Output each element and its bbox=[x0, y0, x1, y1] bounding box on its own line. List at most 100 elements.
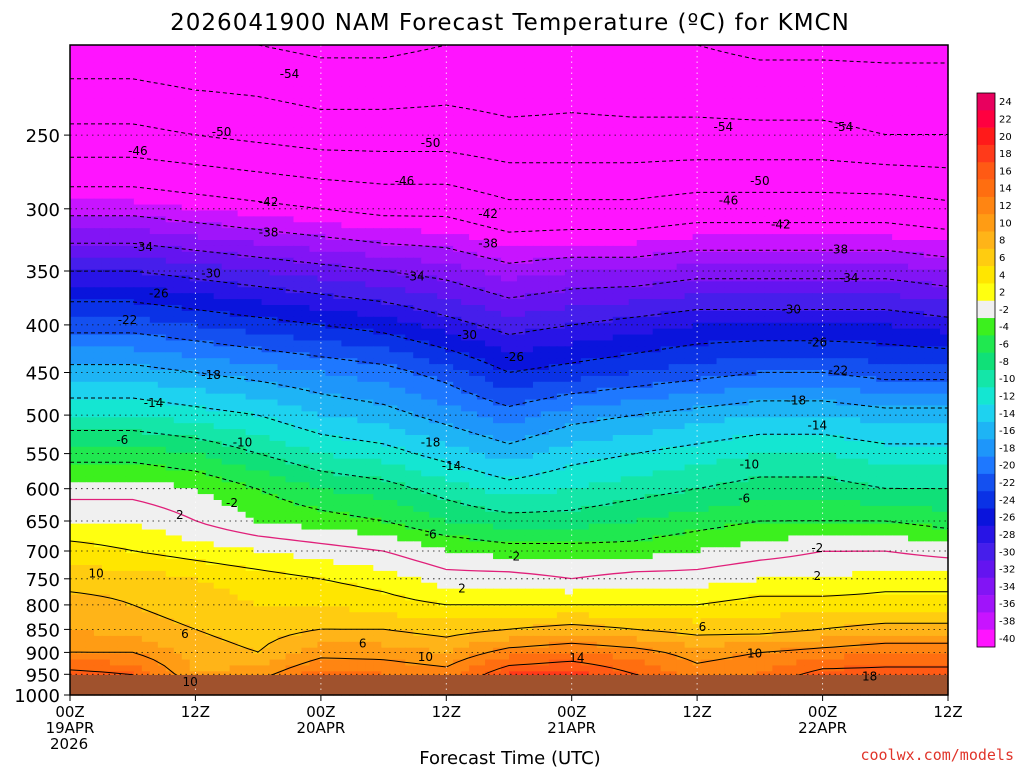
heatmap-cell bbox=[836, 62, 845, 70]
heatmap-cell bbox=[548, 74, 558, 82]
heatmap-cell bbox=[820, 80, 829, 87]
heatmap-cell bbox=[397, 74, 406, 82]
heatmap-cell bbox=[892, 251, 901, 259]
heatmap-cell bbox=[325, 210, 334, 217]
heatmap-cell bbox=[181, 192, 191, 200]
heatmap-cell bbox=[756, 180, 766, 188]
heatmap-cell bbox=[301, 127, 311, 135]
heatmap-cell bbox=[301, 293, 311, 300]
heatmap-cell bbox=[109, 175, 119, 182]
heatmap-cell bbox=[684, 245, 694, 253]
heatmap-cell bbox=[253, 210, 263, 217]
heatmap-cell bbox=[652, 98, 662, 105]
heatmap-cell bbox=[604, 110, 614, 117]
heatmap-cell bbox=[293, 86, 303, 93]
heatmap-cell bbox=[413, 251, 422, 259]
heatmap-cell bbox=[820, 92, 829, 99]
heatmap-cell bbox=[580, 169, 590, 176]
heatmap-cell bbox=[141, 56, 151, 64]
heatmap-cell bbox=[149, 175, 159, 182]
heatmap-cell bbox=[325, 198, 334, 206]
heatmap-cell bbox=[924, 50, 933, 58]
heatmap-cell bbox=[157, 281, 167, 288]
heatmap-cell bbox=[652, 45, 662, 52]
heatmap-cell bbox=[852, 86, 861, 93]
heatmap-cell bbox=[493, 50, 502, 58]
heatmap-cell bbox=[732, 216, 742, 223]
heatmap-cell bbox=[373, 80, 382, 87]
heatmap-cell bbox=[668, 62, 678, 70]
heatmap-cell bbox=[804, 139, 813, 147]
heatmap-cell bbox=[269, 180, 279, 188]
heatmap-cell bbox=[804, 121, 813, 129]
heatmap-cell bbox=[501, 287, 510, 294]
heatmap-cell bbox=[836, 133, 845, 141]
heatmap-cell bbox=[445, 56, 454, 64]
heatmap-cell bbox=[237, 115, 247, 123]
heatmap-cell bbox=[892, 157, 901, 164]
heatmap-cell bbox=[317, 50, 327, 58]
heatmap-cell bbox=[852, 216, 861, 223]
heatmap-cell bbox=[932, 56, 941, 64]
heatmap-cell bbox=[660, 151, 670, 158]
heatmap-cell bbox=[860, 269, 869, 277]
heatmap-cell bbox=[453, 104, 462, 111]
heatmap-cell bbox=[532, 62, 542, 70]
heatmap-cell bbox=[796, 245, 805, 253]
heatmap-cell bbox=[293, 245, 303, 253]
heatmap-cell bbox=[293, 62, 303, 70]
heatmap-cell bbox=[764, 68, 773, 76]
heatmap-cell bbox=[820, 222, 829, 229]
heatmap-cell bbox=[812, 245, 821, 253]
heatmap-cell bbox=[421, 74, 430, 82]
heatmap-cell bbox=[373, 62, 382, 70]
heatmap-cell bbox=[389, 139, 398, 147]
heatmap-cell bbox=[149, 98, 159, 105]
heatmap-cell bbox=[516, 275, 526, 282]
heatmap-cell bbox=[644, 263, 654, 271]
heatmap-cell bbox=[628, 192, 638, 200]
heatmap-cell bbox=[429, 186, 438, 194]
heatmap-cell bbox=[684, 175, 694, 182]
heatmap-cell bbox=[780, 151, 789, 158]
heatmap-cell bbox=[660, 62, 670, 70]
heatmap-cell bbox=[461, 240, 470, 247]
heatmap-cell bbox=[884, 192, 893, 200]
heatmap-cell bbox=[125, 151, 135, 158]
heatmap-cell bbox=[916, 74, 925, 82]
heatmap-cell bbox=[445, 62, 454, 70]
heatmap-cell bbox=[309, 216, 319, 223]
heatmap-cell bbox=[852, 157, 861, 164]
heatmap-cell bbox=[221, 275, 231, 282]
heatmap-cell bbox=[477, 210, 486, 217]
heatmap-cell bbox=[381, 186, 390, 194]
heatmap-cell bbox=[109, 115, 119, 123]
heatmap-cell bbox=[77, 228, 87, 235]
heatmap-cell bbox=[117, 251, 127, 259]
heatmap-cell bbox=[788, 305, 797, 312]
heatmap-cell bbox=[740, 210, 750, 217]
heatmap-cell bbox=[357, 210, 366, 217]
heatmap-cell bbox=[85, 163, 95, 170]
heatmap-cell bbox=[724, 175, 734, 182]
heatmap-cell bbox=[421, 80, 430, 87]
heatmap-cell bbox=[125, 74, 135, 82]
heatmap-cell bbox=[453, 299, 462, 306]
heatmap-cell bbox=[429, 151, 438, 158]
heatmap-cell bbox=[916, 62, 925, 70]
heatmap-cell bbox=[700, 216, 710, 223]
heatmap-cell bbox=[756, 263, 766, 271]
heatmap-cell bbox=[301, 305, 311, 312]
heatmap-cell bbox=[165, 269, 175, 277]
heatmap-cell bbox=[77, 245, 87, 253]
heatmap-cell bbox=[221, 45, 231, 52]
heatmap-cell bbox=[740, 186, 750, 194]
heatmap-cell bbox=[461, 281, 470, 288]
heatmap-cell bbox=[117, 287, 127, 294]
heatmap-cell bbox=[580, 269, 590, 277]
heatmap-cell bbox=[820, 210, 829, 217]
heatmap-cell bbox=[245, 104, 255, 111]
heatmap-cell bbox=[740, 240, 750, 247]
heatmap-cell bbox=[213, 163, 223, 170]
heatmap-cell bbox=[453, 275, 462, 282]
